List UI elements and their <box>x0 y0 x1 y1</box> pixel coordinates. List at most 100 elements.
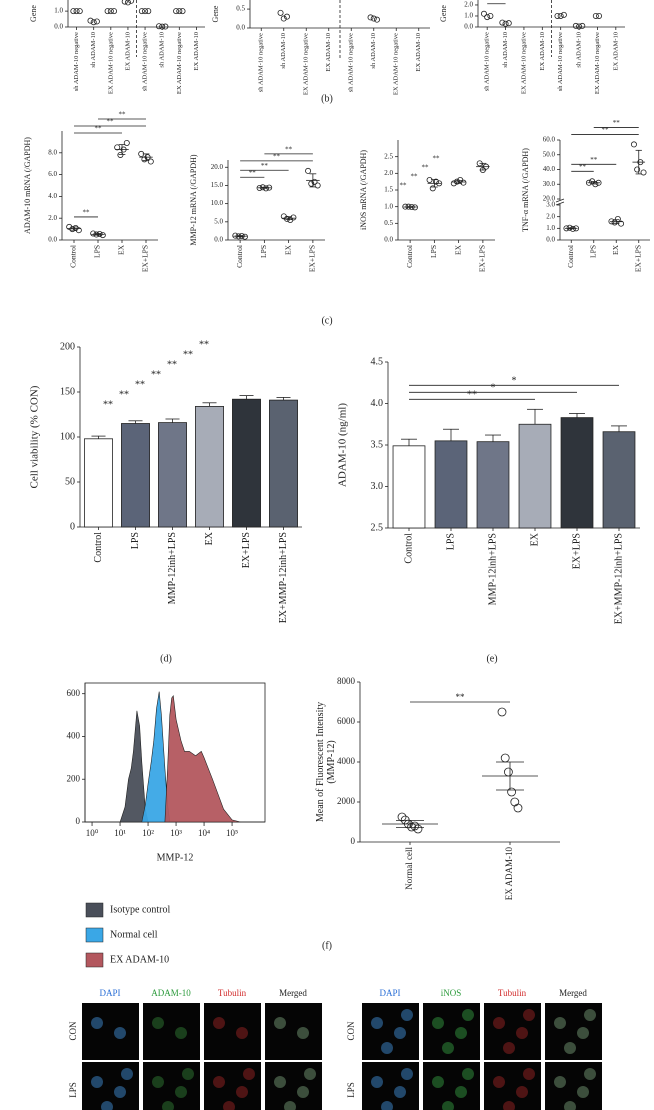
x-axis-label: MMP-12 <box>157 852 194 863</box>
channel-label: Tubulin <box>498 988 527 998</box>
row-label: LPS <box>346 1082 356 1098</box>
x-tick-label: EX+LPS <box>141 245 150 272</box>
data-point <box>429 185 436 192</box>
x-tick-label: EX+MMP-12inh+LPS <box>613 533 624 624</box>
data-point <box>280 15 287 22</box>
y-tick-label: 20.0 <box>211 163 224 171</box>
cell <box>101 1101 113 1110</box>
y-tick-label: 2.0 <box>464 1 473 9</box>
y-tick-label: 60.0 <box>543 136 556 144</box>
data-point <box>513 803 523 813</box>
y-tick-label: 6.0 <box>48 170 57 178</box>
significance-label: ** <box>151 369 161 380</box>
data-point <box>76 8 83 15</box>
data-point <box>104 8 111 15</box>
panel-label: (d) <box>160 653 172 664</box>
data-point <box>367 14 374 21</box>
data-point <box>592 12 599 19</box>
y-tick-label: 0 <box>70 521 75 532</box>
legend-label: Normal cell <box>110 929 158 940</box>
cell <box>462 1068 474 1080</box>
axis-break <box>556 200 564 204</box>
x-tick-label: sh ADAM-10 <box>370 33 377 69</box>
bar <box>560 417 594 529</box>
y-tick-label: 1.0 <box>54 7 63 15</box>
data-point <box>576 23 583 30</box>
data-point <box>283 13 290 20</box>
y-axis-label: TNF-α mRNA (/GAPDH) <box>521 148 530 232</box>
significance-label: ** <box>411 173 419 181</box>
cell <box>243 1068 255 1080</box>
cell <box>523 1009 535 1021</box>
data-point <box>560 11 567 18</box>
cell <box>584 1068 596 1080</box>
y-tick-label: 3.0 <box>371 481 384 492</box>
data-point <box>500 753 510 763</box>
y-axis-label: ADAM-10 mRNA (/GAPDH) <box>23 137 32 234</box>
y-axis-label: Gene <box>439 5 448 22</box>
cell <box>91 1017 103 1029</box>
data-point <box>107 8 114 15</box>
cell <box>274 1076 286 1088</box>
cell <box>432 1076 444 1088</box>
x-tick-label: EX ADAM-10 negative <box>303 33 310 95</box>
cell <box>223 1101 235 1110</box>
x-tick-label: 10⁵ <box>226 828 238 838</box>
legend-swatch <box>85 927 104 943</box>
x-tick-label: EX <box>529 532 540 546</box>
y-axis-label: Cell viability (% CON) <box>29 385 41 488</box>
data-point <box>410 821 420 831</box>
y-tick-label: 0.0 <box>54 23 63 31</box>
channel-label: Merged <box>559 988 587 998</box>
micrograph <box>204 1003 261 1060</box>
y-tick-label: 0.0 <box>214 236 223 244</box>
x-tick-label: Control <box>403 533 414 564</box>
y-axis-label: Gene <box>211 5 220 22</box>
channel-label: Merged <box>279 988 307 998</box>
data-point <box>159 23 166 30</box>
y-tick-label: 200 <box>60 341 75 352</box>
channel-label: Tubulin <box>218 988 247 998</box>
significance-label: ** <box>183 349 193 360</box>
cell <box>516 1086 528 1098</box>
data-point <box>596 12 603 19</box>
x-tick-label: EX ADAM-10 <box>539 32 546 70</box>
cell <box>175 1027 187 1039</box>
x-tick-label: EX ADAM-10 negative <box>176 32 183 94</box>
x-tick-label: 10² <box>142 828 154 838</box>
data-point <box>634 166 641 173</box>
significance-label: ** <box>590 156 598 164</box>
bar <box>434 440 468 529</box>
x-tick-label: sh ADAM-10 negative <box>142 32 149 91</box>
y-tick-label: 8.0 <box>48 148 57 156</box>
y-tick-label: 2.0 <box>48 214 57 222</box>
data-point <box>147 158 154 165</box>
cell <box>175 1086 187 1098</box>
panel-label: (c) <box>321 315 332 326</box>
significance-label: ** <box>103 399 113 410</box>
x-tick-label: LPS <box>130 532 141 549</box>
x-tick-label: MMP-12inh+LPS <box>167 532 178 604</box>
cell <box>152 1076 164 1088</box>
data-point <box>311 178 318 185</box>
y-tick-label: 50.0 <box>543 150 556 158</box>
bar <box>602 431 636 529</box>
data-point <box>499 19 506 26</box>
significance-label: ** <box>199 339 209 350</box>
y-tick-label: 3.5 <box>371 439 384 450</box>
cell <box>213 1076 225 1088</box>
y-tick-label: 30.0 <box>543 180 556 188</box>
y-tick-label: 0.5 <box>236 5 245 13</box>
cell <box>236 1086 248 1098</box>
cell <box>564 1042 576 1054</box>
axis-break-mark <box>555 198 565 203</box>
y-tick-label: 1.0 <box>464 12 473 20</box>
channel-label: iNOS <box>441 988 462 998</box>
data-point <box>557 12 564 19</box>
data-point <box>572 22 579 29</box>
bar <box>269 399 298 528</box>
x-tick-label: EX ADAM-10 <box>193 32 200 70</box>
cell <box>455 1086 467 1098</box>
bar <box>195 405 224 528</box>
cell <box>114 1086 126 1098</box>
